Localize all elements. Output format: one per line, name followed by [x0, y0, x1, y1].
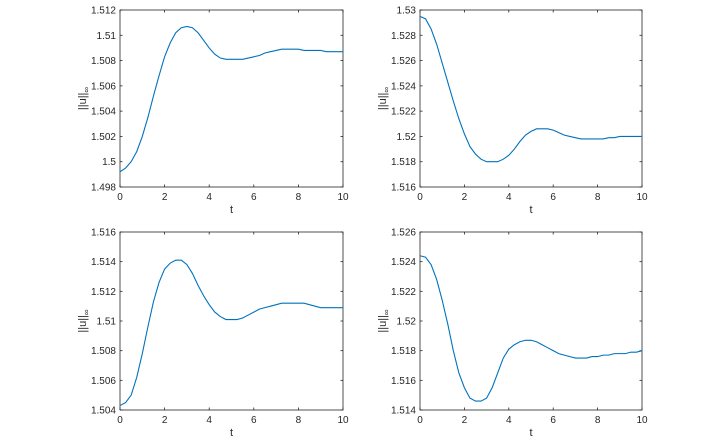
axes-box	[419, 231, 643, 411]
axes-box	[419, 9, 643, 188]
y-tick-label: 1.526	[391, 228, 416, 239]
y-tick-label: 1.52	[397, 132, 417, 143]
x-axis-label: t	[230, 204, 233, 216]
x-tick-label: 6	[550, 415, 556, 426]
subplot-4: 0 2 4 6 8 10 1.514 1.516 1.518 1.52 1.522 1.524 1.52…	[377, 228, 648, 440]
y-tick-label: 1.518	[391, 346, 416, 357]
subplot-3: 0 2 4 6 8 10 1.504 1.506 1.508 1.51 1.512 1.514 1.51…	[77, 228, 349, 440]
y-tick-label: 1.51	[97, 31, 117, 42]
x-tick-label: 8	[595, 192, 601, 203]
y-axis-label-subscript: ∞	[82, 309, 91, 315]
y-tick-label: 1.512	[91, 6, 116, 17]
y-axis-label-subscript: ∞	[82, 87, 91, 93]
subplot-1: 0 2 4 6 8 10 1.498 1.5 1.502 1.504 1.506 1.508 1.51 1…	[77, 6, 349, 217]
series-line-1	[419, 255, 643, 402]
y-tick-label: 1.504	[91, 406, 116, 417]
x-tick-label: 8	[296, 192, 302, 203]
x-tick-label: 4	[206, 192, 212, 203]
y-tick-label: 1.522	[391, 107, 416, 118]
y-tick-label: 1.498	[91, 183, 116, 194]
y-tick-label: 1.518	[391, 157, 416, 168]
y-tick-label: 1.508	[91, 56, 116, 67]
x-tick-label: 6	[251, 192, 257, 203]
series-line-1	[419, 15, 642, 163]
y-axis-label-subscript: ∞	[382, 309, 391, 315]
x-tick-label: 2	[162, 415, 168, 426]
axes-box	[119, 231, 344, 411]
y-tick-label: 1.512	[91, 287, 116, 298]
y-tick-label: 1.528	[391, 31, 416, 42]
y-tick-label: 1.516	[391, 376, 416, 387]
series-line-1	[119, 25, 343, 173]
x-tick-label: 10	[636, 415, 648, 426]
x-tick-label: 2	[462, 192, 468, 203]
y-tick-label: 1.524	[391, 81, 416, 92]
x-tick-label: 6	[251, 415, 257, 426]
x-tick-label: 2	[462, 415, 468, 426]
y-axis-label-text: ||u||	[377, 315, 389, 333]
x-tick-label: 10	[636, 192, 648, 203]
x-tick-label: 6	[550, 192, 556, 203]
subplot-2: 0 2 4 6 8 10 1.516 1.518 1.52 1.522 1.524 1.526 1.52…	[377, 6, 648, 217]
y-tick-label: 1.514	[391, 406, 416, 417]
axes-box	[119, 9, 344, 188]
y-axis-label: ||u||∞	[377, 309, 391, 333]
x-tick-label: 0	[417, 415, 423, 426]
y-tick-label: 1.526	[391, 56, 416, 67]
y-tick-label: 1.522	[391, 287, 416, 298]
y-tick-label: 1.524	[391, 257, 416, 268]
y-axis-label-subscript: ∞	[382, 87, 391, 93]
y-axis-label: ||u||∞	[77, 309, 91, 333]
x-tick-label: 0	[117, 415, 123, 426]
y-tick-label: 1.52	[397, 317, 417, 328]
series-line-1	[119, 259, 343, 407]
y-tick-label: 1.516	[91, 228, 116, 239]
x-tick-label: 4	[206, 415, 212, 426]
y-tick-label: 1.502	[91, 132, 116, 143]
y-tick-label: 1.51	[97, 317, 117, 328]
x-axis-label: t	[230, 427, 233, 439]
x-axis-label: t	[529, 204, 532, 216]
y-tick-label: 1.514	[91, 257, 116, 268]
y-tick-label: 1.516	[391, 183, 416, 194]
y-axis-label-text: ||u||	[77, 315, 89, 333]
x-tick-label: 0	[417, 192, 423, 203]
y-axis-label: ||u||∞	[77, 87, 91, 111]
y-tick-label: 1.504	[91, 107, 116, 118]
x-tick-label: 8	[595, 415, 601, 426]
y-tick-label: 1.508	[91, 346, 116, 357]
y-tick-label: 1.506	[91, 81, 116, 92]
x-tick-label: 10	[337, 415, 349, 426]
x-tick-label: 8	[296, 415, 302, 426]
x-tick-label: 2	[162, 192, 168, 203]
x-tick-label: 10	[337, 192, 349, 203]
y-tick-label: 1.53	[397, 6, 417, 17]
y-tick-label: 1.5	[102, 157, 116, 168]
y-axis-label-text: ||u||	[77, 93, 89, 111]
x-tick-label: 4	[506, 415, 512, 426]
y-axis-label: ||u||∞	[377, 87, 391, 111]
x-axis-label: t	[529, 427, 532, 439]
x-tick-label: 0	[117, 192, 123, 203]
x-tick-label: 4	[506, 192, 512, 203]
y-tick-label: 1.506	[91, 376, 116, 387]
y-axis-label-text: ||u||	[377, 93, 389, 111]
